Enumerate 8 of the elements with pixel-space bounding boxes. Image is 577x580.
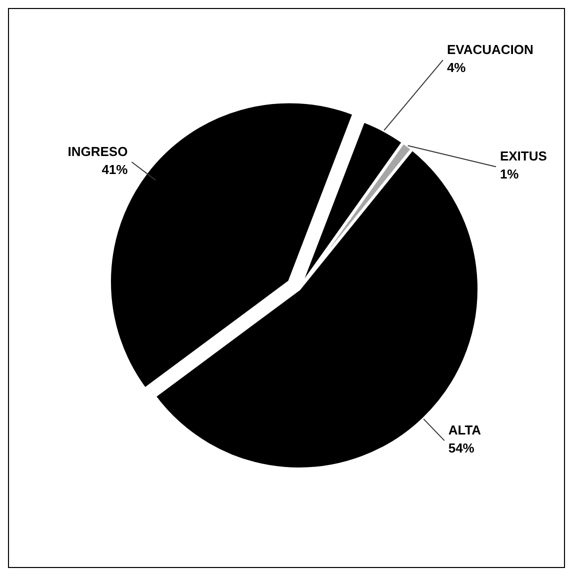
data-label: 54% <box>448 440 475 456</box>
data-label: 4% <box>446 60 466 76</box>
data-label: 1% <box>500 166 520 182</box>
slice-label: EXITUS <box>500 148 548 164</box>
data-label: 41% <box>102 162 128 178</box>
slice-label: EVACUACION <box>446 42 534 58</box>
slice-label: ALTA <box>448 422 482 438</box>
slice-label: INGRESO <box>68 144 128 160</box>
